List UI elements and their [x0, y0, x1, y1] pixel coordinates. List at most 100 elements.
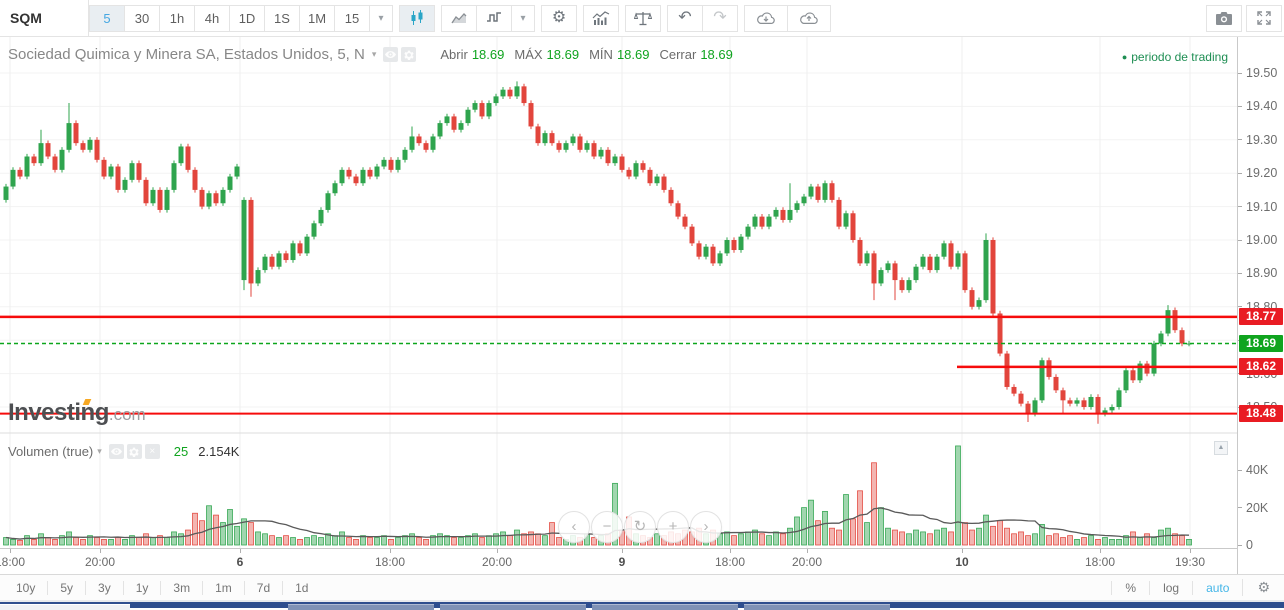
- volume-settings-button[interactable]: [126, 444, 142, 459]
- price-axis[interactable]: 19.50 19.40 19.30 19.20 19.10 19.00 18.90 18.80…: [1237, 37, 1284, 574]
- candle-body: [1046, 360, 1052, 377]
- candle-body: [850, 213, 856, 240]
- taskbar-button[interactable]: [0, 604, 130, 610]
- zoom-out-button[interactable]: −: [591, 511, 623, 543]
- price-volume-canvas[interactable]: [0, 37, 1237, 574]
- interval-button-1w[interactable]: 1S: [264, 4, 300, 32]
- style-dropdown-button[interactable]: ▾: [511, 4, 535, 32]
- volume-bar: [759, 533, 765, 546]
- candle-body: [563, 143, 569, 150]
- axis-settings-button[interactable]: ⚙: [1242, 579, 1284, 596]
- series-visibility-toggle[interactable]: [383, 47, 399, 62]
- volume-bar: [248, 522, 254, 546]
- range-button-10y[interactable]: 10y: [4, 580, 49, 595]
- time-label: 18:00: [714, 555, 746, 569]
- load-layout-button[interactable]: [744, 4, 788, 32]
- volume-visibility-toggle[interactable]: [108, 444, 124, 459]
- compare-button[interactable]: [625, 4, 661, 32]
- volume-bar: [10, 539, 16, 546]
- scroll-left-button[interactable]: ‹: [558, 511, 590, 543]
- candle-body: [1011, 386, 1017, 394]
- interval-dropdown-button[interactable]: ▾: [369, 4, 393, 32]
- taskbar-button[interactable]: [592, 604, 738, 610]
- candle-body: [591, 143, 597, 157]
- symbol-input[interactable]: SQM: [0, 0, 89, 36]
- volume-bar: [38, 533, 44, 546]
- candle-body: [1004, 353, 1010, 387]
- reset-view-button[interactable]: ↻: [624, 511, 656, 543]
- auto-scale-button[interactable]: auto: [1192, 580, 1242, 595]
- area-chart-button[interactable]: [441, 4, 477, 32]
- redo-button[interactable]: ↷: [702, 4, 738, 32]
- candle-body: [696, 243, 702, 257]
- indicators-button[interactable]: [583, 4, 619, 32]
- fullscreen-button[interactable]: [1246, 4, 1282, 32]
- chevron-down-icon[interactable]: ▾: [97, 446, 102, 456]
- volume-bar: [1046, 535, 1052, 546]
- interval-button-1h[interactable]: 1h: [159, 4, 195, 32]
- ohlc-readout: Abrir 18.69 MÁX 18.69 MÍN 18.69 Cerrar 18.69: [430, 47, 733, 62]
- range-button-3y[interactable]: 3y: [86, 580, 124, 595]
- candlestick-icon: [409, 10, 425, 26]
- candle-body: [1172, 310, 1178, 331]
- volume-bar: [479, 537, 485, 546]
- volume-bar: [227, 509, 233, 546]
- price-tick-label: 19.10: [1238, 199, 1277, 215]
- log-scale-button[interactable]: log: [1149, 580, 1192, 595]
- taskbar-button[interactable]: [744, 604, 890, 610]
- price-level-tag: 18.48: [1239, 405, 1283, 423]
- taskbar[interactable]: [0, 600, 1284, 610]
- watermark-light: .com: [108, 405, 146, 424]
- candle-body: [605, 149, 611, 164]
- range-button-1d[interactable]: 1d: [295, 580, 309, 595]
- volume-bar: [346, 537, 352, 546]
- volume-bar: [444, 535, 450, 546]
- candle-body: [969, 290, 975, 307]
- arrow-up-icon: ▲: [1217, 444, 1225, 451]
- volume-tick-label: 40K: [1238, 462, 1268, 478]
- volume-bar: [332, 535, 338, 546]
- settings-button[interactable]: ⚙: [541, 4, 577, 32]
- candle-body: [962, 253, 968, 291]
- candle-body: [1137, 363, 1143, 381]
- range-button-3m[interactable]: 3m: [161, 580, 204, 595]
- volume-bar: [1144, 533, 1150, 546]
- candle-body: [794, 203, 800, 210]
- save-layout-button[interactable]: [787, 4, 831, 32]
- range-button-1y[interactable]: 1y: [124, 580, 162, 595]
- candle-body: [353, 176, 359, 184]
- taskbar-button[interactable]: [288, 604, 434, 610]
- candle-body: [1102, 410, 1108, 414]
- range-button-7d[interactable]: 7d: [245, 580, 284, 595]
- interval-button-30[interactable]: 30: [124, 4, 160, 32]
- chevron-down-icon[interactable]: ▾: [371, 49, 377, 59]
- interval-button-1m[interactable]: 1M: [299, 4, 335, 32]
- pane-collapse-button[interactable]: ▲: [1214, 441, 1228, 455]
- interval-button-15[interactable]: 15: [334, 4, 370, 32]
- volume-bar: [395, 537, 401, 546]
- interval-button-1d[interactable]: 1D: [229, 4, 265, 32]
- range-button-1m[interactable]: 1m: [203, 580, 245, 595]
- taskbar-button[interactable]: [440, 604, 586, 610]
- time-tick: [730, 549, 731, 553]
- time-axis[interactable]: 18:00 20:00 6 18:00 20:00 9 18:00 20:00 10 18:00 1…: [0, 548, 1237, 574]
- step-chart-icon: [486, 11, 502, 25]
- price-tick-label: 18.90: [1238, 265, 1277, 281]
- scroll-right-button[interactable]: ›: [690, 511, 722, 543]
- candlestick-chart-button[interactable]: [399, 4, 435, 32]
- time-label: 18:00: [1084, 555, 1116, 569]
- volume-bar: [1060, 537, 1066, 546]
- interval-button-5[interactable]: 5: [89, 4, 125, 32]
- interval-button-4h[interactable]: 4h: [194, 4, 230, 32]
- low-label: MÍN: [589, 47, 613, 62]
- zoom-in-button[interactable]: +: [657, 511, 689, 543]
- candle-body: [570, 136, 576, 144]
- snapshot-button[interactable]: [1206, 4, 1242, 32]
- step-chart-button[interactable]: [476, 4, 512, 32]
- range-button-5y[interactable]: 5y: [48, 580, 87, 595]
- candle-body: [801, 196, 807, 204]
- volume-remove-button[interactable]: ×: [144, 444, 160, 459]
- undo-button[interactable]: ↶: [667, 4, 703, 32]
- series-settings-button[interactable]: [401, 47, 417, 62]
- percent-scale-button[interactable]: %: [1111, 580, 1149, 595]
